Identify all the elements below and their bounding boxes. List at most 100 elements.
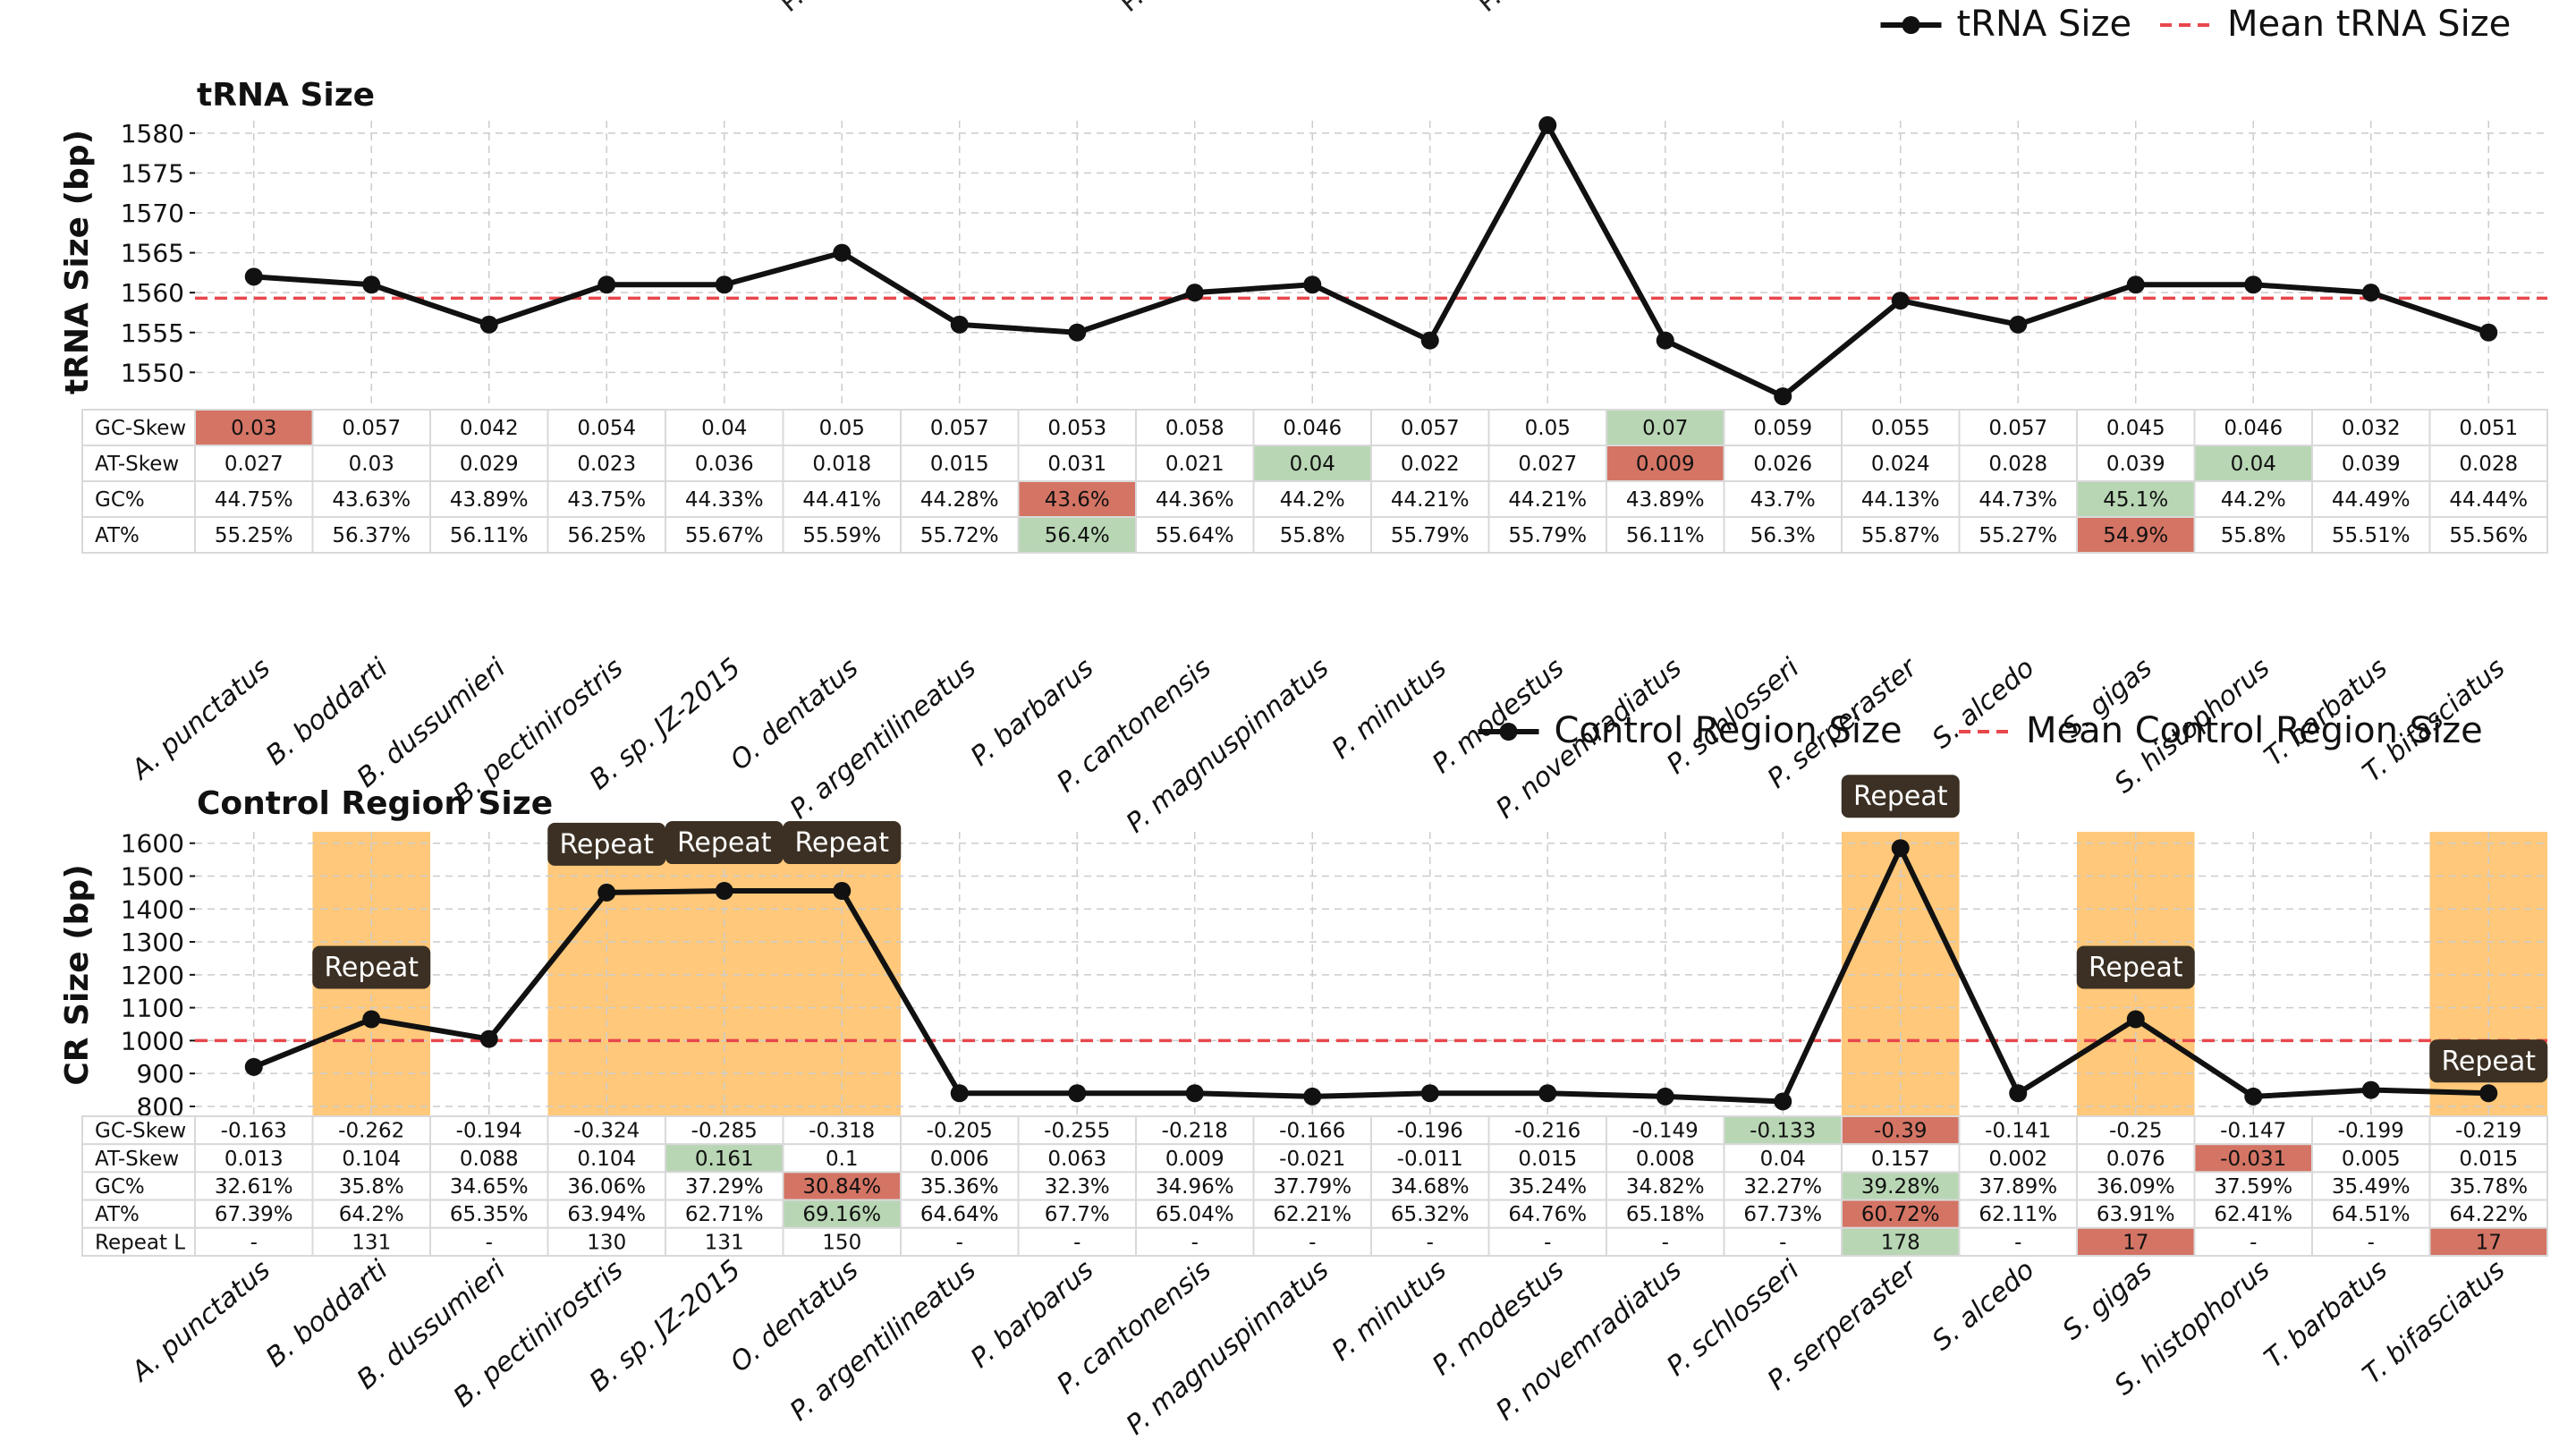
table-cell — [2311, 1171, 2431, 1201]
table-cell-value: -0.255 — [1044, 1120, 1110, 1143]
table-cell-value: - — [1191, 1231, 1199, 1254]
table-cell — [2193, 1115, 2313, 1146]
table-cell — [1370, 516, 1490, 554]
table-cell-value: 43.89% — [450, 488, 529, 512]
table-row-label-cell — [81, 409, 196, 446]
table-cell-value: 0.104 — [342, 1148, 401, 1171]
table-cell-value: -0.166 — [1279, 1120, 1345, 1143]
table-cell — [1487, 516, 1607, 554]
table-cell-value: 37.59% — [2214, 1175, 2292, 1199]
table-cell-value: 37.79% — [1273, 1175, 1352, 1199]
data-point-p-modestus — [1538, 115, 1557, 134]
table-cell-value: -0.011 — [1397, 1148, 1463, 1171]
table-cell — [782, 1226, 902, 1258]
data-point-o-dentatus — [833, 243, 852, 262]
table-cell — [665, 516, 784, 554]
y-tick-label: 1600 — [121, 829, 184, 859]
table-cell — [311, 1171, 431, 1201]
table-cell-value: -0.021 — [1279, 1148, 1345, 1171]
table-cell-value: 44.13% — [1861, 488, 1940, 512]
table-cell — [1841, 445, 1961, 482]
table-cell-value: -0.39 — [1874, 1120, 1928, 1143]
y-tick-label: 1400 — [121, 894, 184, 924]
table-cell — [311, 1199, 431, 1229]
table-cell — [1723, 1171, 1843, 1201]
table-cell — [2311, 1226, 2431, 1258]
table-cell-value: 43.6% — [1045, 488, 1110, 512]
table-cell-value: 43.7% — [1750, 488, 1816, 512]
table-cell-value: 64.64% — [920, 1203, 999, 1226]
table-cell-value: 0.032 — [2342, 417, 2401, 440]
table-cell-value: 0.045 — [2106, 417, 2165, 440]
table-cell-value: 63.94% — [567, 1203, 646, 1226]
table-cell-value: 0.015 — [1518, 1148, 1577, 1171]
table-cell — [1135, 1199, 1255, 1229]
table-row-label: AT-Skew — [95, 1148, 179, 1171]
table-cell — [1487, 1143, 1607, 1174]
data-point-p-schlosseri — [1774, 1092, 1792, 1111]
table-cell — [429, 1143, 549, 1174]
table-cell — [2311, 445, 2431, 482]
table-cell — [547, 1199, 666, 1229]
table-cell-value: 0.04 — [2231, 453, 2276, 476]
repeat-badge — [783, 821, 902, 865]
table-cell-value: 55.56% — [2449, 524, 2528, 547]
x-tick-label-s-gigas: S. gigas — [2057, 1254, 2158, 1346]
table-cell-value: 55.8% — [2221, 524, 2286, 547]
table-cell-value: -0.216 — [1514, 1120, 1580, 1143]
table-cell-value: 55.25% — [215, 524, 293, 547]
table-row-label-cell — [81, 1226, 196, 1258]
table-cell-value: 0.015 — [930, 453, 989, 476]
data-point-p-barbarus — [1068, 323, 1087, 342]
legend-series-marker — [1902, 16, 1920, 34]
table-cell-value: 35.78% — [2449, 1175, 2528, 1199]
table-cell-value: -0.25 — [2109, 1120, 2163, 1143]
table-cell-value: 62.21% — [1273, 1203, 1352, 1226]
table-cell-value: 0.046 — [2224, 417, 2283, 440]
data-point-p-argentilineatus — [950, 1084, 969, 1103]
table-cell — [1252, 445, 1372, 482]
table-cell-value: -0.194 — [456, 1120, 522, 1143]
table-cell-value: 0.051 — [2459, 417, 2518, 440]
table-cell-value: 65.04% — [1156, 1203, 1234, 1226]
table-cell — [1017, 1226, 1137, 1258]
table-cell — [1370, 445, 1490, 482]
table-cell-value: 56.37% — [332, 524, 411, 547]
series-line — [253, 122, 2490, 400]
table-cell — [194, 1115, 314, 1146]
table-cell-value: 0.039 — [2342, 453, 2401, 476]
table-cell — [2076, 1226, 2196, 1258]
table-cell-value: 55.72% — [920, 524, 999, 547]
table-cell — [547, 1143, 666, 1174]
table-cell-value: 0.059 — [1753, 417, 1812, 440]
table-row-label: Repeat L — [95, 1231, 185, 1254]
data-point-p-serperaster — [1891, 292, 1910, 310]
table-cell — [1841, 1115, 1961, 1146]
panel-title: tRNA Size — [197, 77, 375, 114]
table-cell — [194, 445, 314, 482]
repeat-badge-label: Repeat — [559, 829, 654, 860]
table-cell-value: - — [2368, 1231, 2375, 1254]
table-cell-value: 0.026 — [1753, 453, 1812, 476]
table-cell — [1017, 445, 1137, 482]
repeat-badge-label: Repeat — [2089, 952, 2183, 983]
table-cell-value: -0.262 — [338, 1120, 404, 1143]
data-point-b-boddarti — [362, 1010, 381, 1029]
table-cell-value: 0.03 — [349, 453, 394, 476]
table-cell — [1370, 480, 1490, 518]
table-cell — [1606, 516, 1725, 554]
table-cell — [1370, 409, 1490, 446]
data-point-p-schlosseri — [1774, 387, 1792, 406]
table-cell-value: 56.25% — [567, 524, 646, 547]
table-row-label: GC-Skew — [95, 417, 186, 440]
table-cell-value: 0.027 — [1518, 453, 1577, 476]
table-cell-value: 62.71% — [685, 1203, 764, 1226]
data-point-b-boddarti — [362, 275, 381, 294]
table-cell-value: - — [1662, 1231, 1669, 1254]
table-cell-value: 0.022 — [1401, 453, 1460, 476]
data-point-t-bifasciatus — [2479, 1084, 2498, 1103]
table-cell — [2193, 1226, 2313, 1258]
data-point-b-pectinirostris — [597, 275, 616, 294]
table-cell — [2193, 1143, 2313, 1174]
